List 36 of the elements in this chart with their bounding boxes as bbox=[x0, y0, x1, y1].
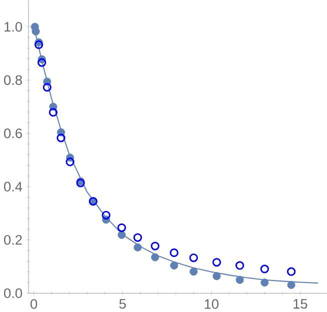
y-tick-label: 0.8 bbox=[4, 75, 22, 85]
y-tick-label: 1.0 bbox=[4, 22, 22, 32]
x-tick-label: 5 bbox=[119, 298, 126, 309]
point bbox=[66, 157, 74, 166]
point bbox=[170, 261, 178, 270]
y-tick-label: 0.4 bbox=[4, 182, 22, 192]
point bbox=[150, 242, 160, 250]
point bbox=[117, 223, 126, 232]
point bbox=[287, 280, 296, 289]
point bbox=[102, 210, 110, 220]
point bbox=[48, 108, 58, 116]
point bbox=[42, 82, 52, 92]
point bbox=[190, 267, 198, 276]
point bbox=[32, 27, 40, 36]
point bbox=[189, 253, 198, 262]
point bbox=[235, 261, 244, 270]
point bbox=[38, 58, 46, 67]
x-tick-label: 10 bbox=[204, 298, 218, 309]
point bbox=[212, 258, 222, 266]
point bbox=[212, 272, 221, 280]
x-tick-label: 0 bbox=[30, 298, 38, 309]
y-tick-label: 0.0 bbox=[4, 288, 22, 298]
point bbox=[118, 230, 126, 239]
point bbox=[286, 267, 296, 276]
point bbox=[260, 264, 269, 274]
point bbox=[56, 133, 66, 142]
point bbox=[133, 233, 142, 242]
point bbox=[134, 243, 142, 252]
x-tick-label: 15 bbox=[294, 298, 308, 309]
point bbox=[170, 248, 178, 257]
y-tick-label: 0.2 bbox=[4, 234, 22, 245]
point bbox=[236, 276, 244, 284]
point bbox=[34, 40, 44, 49]
point bbox=[151, 253, 160, 262]
point bbox=[260, 278, 269, 286]
y-tick-label: 0.6 bbox=[4, 128, 22, 138]
